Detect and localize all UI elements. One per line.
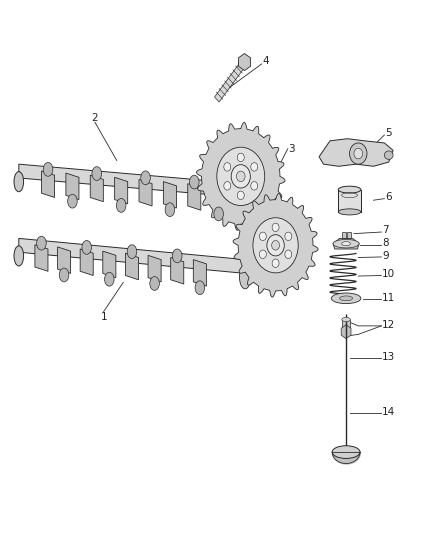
Polygon shape: [139, 180, 152, 206]
Ellipse shape: [14, 246, 24, 266]
Circle shape: [285, 232, 292, 240]
Circle shape: [285, 250, 292, 259]
Ellipse shape: [141, 171, 150, 185]
Polygon shape: [19, 238, 245, 273]
Ellipse shape: [127, 245, 137, 259]
Text: 4: 4: [262, 56, 269, 66]
Circle shape: [224, 163, 231, 171]
Circle shape: [217, 147, 265, 206]
Ellipse shape: [332, 446, 360, 458]
Circle shape: [231, 165, 251, 188]
Ellipse shape: [37, 236, 46, 250]
Text: 9: 9: [382, 251, 389, 261]
Circle shape: [251, 182, 258, 190]
Circle shape: [237, 171, 245, 182]
Text: 5: 5: [385, 128, 392, 138]
Ellipse shape: [214, 207, 223, 221]
Polygon shape: [215, 60, 247, 102]
Polygon shape: [212, 186, 225, 212]
Ellipse shape: [195, 281, 205, 295]
Ellipse shape: [331, 293, 361, 304]
Circle shape: [267, 235, 284, 256]
Polygon shape: [319, 139, 393, 166]
Circle shape: [259, 250, 266, 259]
Ellipse shape: [190, 175, 199, 189]
Ellipse shape: [338, 186, 361, 193]
Ellipse shape: [240, 265, 251, 289]
Circle shape: [259, 232, 266, 240]
Text: 13: 13: [382, 352, 396, 361]
Polygon shape: [90, 175, 103, 201]
Ellipse shape: [82, 240, 92, 254]
Polygon shape: [193, 260, 206, 286]
FancyBboxPatch shape: [338, 190, 361, 212]
Text: 10: 10: [382, 270, 396, 279]
Polygon shape: [103, 251, 116, 278]
Ellipse shape: [67, 195, 77, 208]
Polygon shape: [163, 182, 177, 208]
Polygon shape: [342, 232, 346, 238]
Circle shape: [224, 182, 231, 190]
Polygon shape: [233, 193, 318, 297]
Text: 3: 3: [289, 144, 295, 154]
Circle shape: [354, 148, 363, 159]
Polygon shape: [188, 184, 201, 210]
Circle shape: [237, 191, 244, 199]
Text: 12: 12: [382, 320, 396, 330]
Ellipse shape: [257, 191, 268, 215]
Circle shape: [253, 217, 298, 273]
Text: 14: 14: [382, 407, 396, 417]
Ellipse shape: [92, 167, 102, 181]
Polygon shape: [66, 173, 79, 199]
Polygon shape: [42, 171, 55, 197]
Polygon shape: [35, 245, 48, 271]
Circle shape: [350, 143, 367, 164]
Text: 8: 8: [382, 238, 389, 248]
Ellipse shape: [43, 163, 53, 176]
Polygon shape: [238, 53, 251, 70]
Circle shape: [272, 240, 279, 250]
Text: 7: 7: [382, 225, 389, 236]
Polygon shape: [115, 177, 128, 204]
Polygon shape: [57, 247, 71, 273]
FancyBboxPatch shape: [342, 319, 350, 330]
Polygon shape: [80, 249, 93, 276]
Ellipse shape: [342, 317, 350, 321]
Polygon shape: [347, 232, 351, 238]
Ellipse shape: [14, 172, 24, 192]
Ellipse shape: [165, 203, 175, 216]
Ellipse shape: [342, 241, 350, 246]
Polygon shape: [19, 164, 262, 199]
Text: 11: 11: [382, 293, 396, 303]
Text: 1: 1: [100, 312, 107, 322]
Circle shape: [251, 163, 258, 171]
Polygon shape: [171, 257, 184, 284]
Ellipse shape: [173, 249, 182, 263]
Text: 2: 2: [92, 113, 98, 123]
Ellipse shape: [150, 277, 159, 290]
Ellipse shape: [338, 209, 361, 215]
Ellipse shape: [117, 198, 126, 212]
Polygon shape: [125, 253, 138, 280]
Circle shape: [272, 223, 279, 232]
Ellipse shape: [59, 268, 69, 282]
Circle shape: [272, 259, 279, 268]
Polygon shape: [333, 238, 359, 249]
Ellipse shape: [333, 239, 359, 248]
Ellipse shape: [339, 296, 353, 301]
Text: 6: 6: [385, 191, 392, 201]
Polygon shape: [341, 325, 351, 338]
Polygon shape: [148, 255, 161, 282]
Polygon shape: [197, 123, 285, 230]
Ellipse shape: [385, 151, 393, 159]
Circle shape: [237, 153, 244, 161]
Ellipse shape: [105, 272, 114, 286]
